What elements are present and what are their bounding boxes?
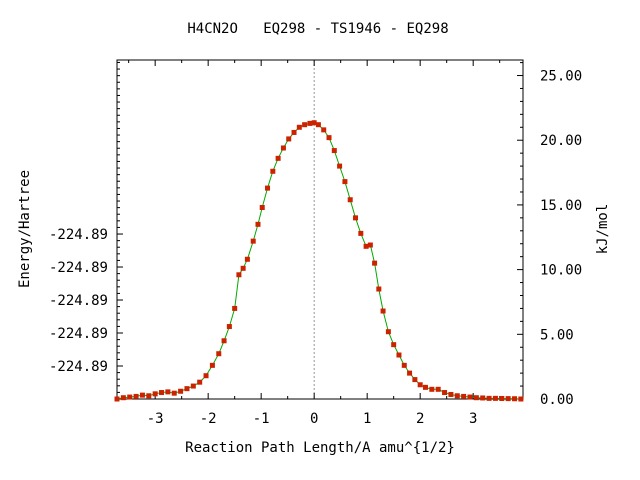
data-point — [255, 221, 261, 227]
data-point — [307, 120, 313, 126]
data-point — [226, 324, 232, 330]
data-point — [120, 395, 126, 401]
data-point — [236, 272, 242, 278]
data-point — [311, 120, 317, 126]
y-right-tick-label: 0.00 — [540, 392, 574, 408]
x-tick-label: 3 — [469, 411, 477, 427]
data-point — [114, 396, 120, 402]
data-point — [353, 215, 359, 221]
y-right-tick-label: 15.00 — [540, 198, 582, 214]
data-point — [473, 395, 479, 401]
data-point — [171, 390, 177, 396]
data-point — [291, 129, 297, 135]
data-point — [296, 124, 302, 130]
data-point — [165, 389, 171, 395]
data-point — [407, 370, 413, 376]
y-left-tick-label: -224.89 — [49, 260, 108, 276]
y-left-tick-label: -224.89 — [49, 326, 108, 342]
data-point — [259, 205, 265, 211]
data-point — [127, 394, 133, 400]
y2-axis-label: kJ/mol — [595, 204, 611, 255]
y-right-tick-label: 25.00 — [540, 69, 582, 85]
data-point — [401, 362, 407, 368]
data-point — [250, 238, 256, 244]
data-point — [342, 179, 348, 185]
data-point — [391, 342, 397, 348]
x-tick-label: -3 — [147, 411, 164, 427]
y-right-tick-label: 20.00 — [540, 133, 582, 149]
data-point — [467, 394, 473, 400]
data-point — [367, 242, 373, 248]
data-point — [376, 286, 382, 292]
data-point — [216, 351, 222, 357]
data-point — [159, 390, 165, 396]
data-point — [380, 308, 386, 314]
data-point — [385, 329, 391, 335]
energy-curve — [116, 122, 521, 400]
data-point — [518, 396, 524, 402]
data-point — [412, 377, 418, 383]
data-point — [331, 148, 337, 154]
x-tick-label: 2 — [416, 411, 424, 427]
data-point — [454, 393, 460, 399]
x-tick-label: 0 — [310, 411, 318, 427]
y-left-tick-label: -224.89 — [49, 227, 108, 243]
data-point — [197, 379, 203, 385]
x-tick-label: -1 — [253, 411, 270, 427]
x-tick-label: -2 — [200, 411, 217, 427]
data-point — [358, 230, 364, 236]
y-right-tick-label: 10.00 — [540, 263, 582, 279]
data-point — [492, 395, 498, 401]
data-point — [321, 127, 327, 133]
data-point — [442, 390, 448, 396]
y-right-tick-label: 5.00 — [540, 327, 574, 343]
y-axis-label: Energy/Hartree — [17, 170, 33, 288]
data-point — [347, 197, 353, 203]
data-point — [203, 373, 209, 379]
chart-title: H4CN2O EQ298 - TS1946 - EQ298 — [187, 21, 448, 37]
data-point — [190, 383, 196, 389]
data-point — [286, 136, 292, 142]
data-point — [178, 388, 184, 394]
data-point — [265, 185, 271, 191]
data-point — [315, 122, 321, 128]
data-point — [139, 392, 145, 398]
data-point — [448, 391, 454, 397]
data-point — [133, 393, 139, 399]
data-point — [184, 386, 190, 392]
x-axis-label: Reaction Path Length/A amu^{1/2} — [185, 440, 455, 456]
data-point — [372, 260, 378, 266]
data-point — [146, 393, 152, 399]
y-left-tick-label: -224.89 — [49, 293, 108, 309]
data-point — [486, 395, 492, 401]
plot-frame — [116, 59, 524, 400]
data-point — [232, 305, 238, 311]
data-point — [326, 135, 332, 141]
data-point — [512, 396, 518, 402]
data-point — [396, 352, 402, 358]
data-point — [505, 396, 511, 402]
data-point — [363, 243, 369, 249]
data-point — [275, 155, 281, 161]
data-point — [244, 256, 250, 262]
data-point — [435, 386, 441, 392]
data-point — [429, 386, 435, 392]
data-point — [422, 384, 428, 390]
x-tick-label: 1 — [363, 411, 371, 427]
data-point — [240, 265, 246, 271]
data-point — [480, 395, 486, 401]
y-left-tick-label: -224.89 — [49, 359, 108, 375]
data-point — [280, 145, 286, 151]
data-point — [417, 382, 423, 388]
data-point — [152, 391, 158, 397]
data-point — [461, 393, 467, 399]
data-point — [302, 122, 308, 128]
data-point — [270, 168, 276, 174]
data-point — [499, 395, 505, 401]
data-point — [337, 163, 343, 169]
data-point — [221, 338, 227, 344]
data-point — [209, 362, 215, 368]
